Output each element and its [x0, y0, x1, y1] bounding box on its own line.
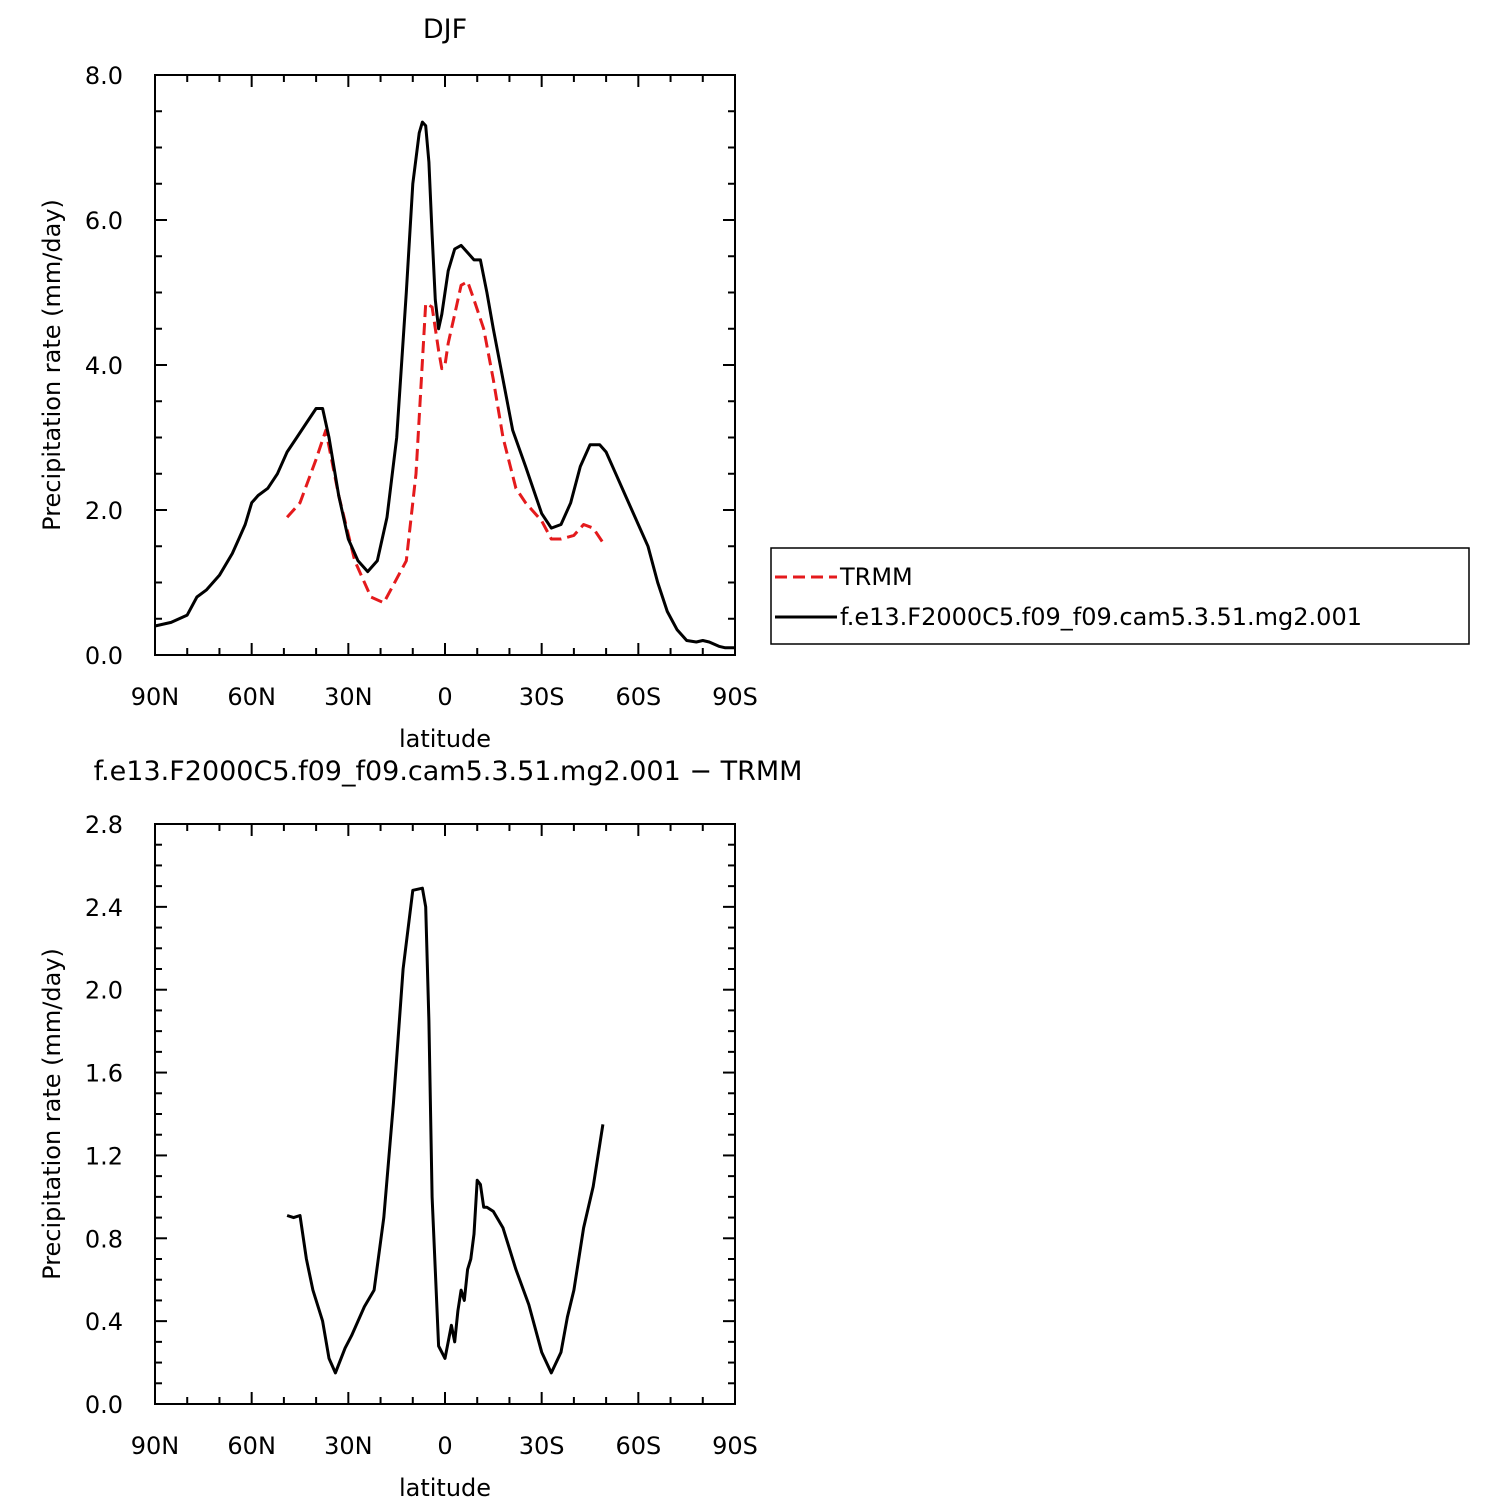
y-tick-label: 2.4 — [85, 894, 123, 922]
y-tick-label: 0.0 — [85, 1391, 123, 1419]
data-lines — [154, 120, 735, 650]
y-tick-label: 2.0 — [85, 977, 123, 1005]
zonal-mean-chart: DJF 0.02.04.06.08.0 90N 60N 30N 0 30S 60S 90S … — [38, 14, 758, 753]
x-tick-label: 30S — [519, 683, 565, 711]
x-tick-label: 30N — [324, 1432, 373, 1460]
y-axis-label: Precipitation rate (mm/day) — [38, 948, 66, 1280]
legend-box — [770, 547, 1470, 645]
legend: TRMM f.e13.F2000C5.f09_f09.cam5.3.51.mg2… — [770, 547, 1470, 645]
x-tick-label: 90S — [712, 1432, 758, 1460]
difference-chart: f.e13.F2000C5.f09_f09.cam5.3.51.mg2.001 … — [38, 756, 802, 1502]
y-tick-label: 2.8 — [85, 811, 123, 839]
x-tick-label: 30S — [519, 1432, 565, 1460]
x-tick-label: 90N — [131, 683, 180, 711]
y-tick-label: 0.0 — [85, 642, 123, 670]
x-tick-label: 90S — [712, 683, 758, 711]
y-tick-label: 4.0 — [85, 352, 123, 380]
x-tick-label: 60N — [227, 683, 276, 711]
y-tick-labels: 0.0 0.4 0.8 1.2 1.6 2.0 2.4 2.8 — [85, 811, 123, 1419]
axis-ticks — [154, 74, 736, 656]
x-tick-label: 60S — [615, 683, 661, 711]
x-axis-label: latitude — [399, 725, 491, 753]
series-line-trmm — [285, 280, 605, 605]
y-tick-labels: 0.0 2.0 4.0 6.0 8.0 — [85, 62, 123, 670]
series-line-model — [154, 120, 735, 650]
x-tick-label: 30N — [324, 683, 373, 711]
plot-frame — [154, 823, 736, 1405]
y-tick-label: 8.0 — [85, 62, 123, 90]
chart-title: DJF — [423, 14, 467, 45]
x-tick-label: 60N — [227, 1432, 276, 1460]
y-tick-label: 1.6 — [85, 1060, 123, 1088]
x-tick-label: 0 — [437, 683, 452, 711]
series-line-difference — [286, 886, 605, 1375]
x-tick-label: 0 — [437, 1432, 452, 1460]
legend-label-model: f.e13.F2000C5.f09_f09.cam5.3.51.mg2.001 — [840, 603, 1362, 631]
y-axis-label: Precipitation rate (mm/day) — [38, 199, 66, 531]
y-tick-label: 2.0 — [85, 497, 123, 525]
x-tick-labels: 90N 60N 30N 0 30S 60S 90S — [131, 1432, 758, 1460]
x-tick-labels: 90N 60N 30N 0 30S 60S 90S — [131, 683, 758, 711]
y-tick-label: 1.2 — [85, 1142, 123, 1170]
data-lines — [286, 886, 605, 1375]
x-tick-label: 60S — [615, 1432, 661, 1460]
axis-ticks — [154, 823, 736, 1405]
y-tick-label: 0.4 — [85, 1308, 123, 1336]
y-tick-label: 6.0 — [85, 207, 123, 235]
x-tick-label: 90N — [131, 1432, 180, 1460]
x-axis-label: latitude — [399, 1474, 491, 1502]
legend-label-trmm: TRMM — [839, 563, 913, 591]
plot-frame — [154, 74, 736, 656]
chart-title: f.e13.F2000C5.f09_f09.cam5.3.51.mg2.001 … — [94, 756, 803, 787]
y-tick-label: 0.8 — [85, 1225, 123, 1253]
